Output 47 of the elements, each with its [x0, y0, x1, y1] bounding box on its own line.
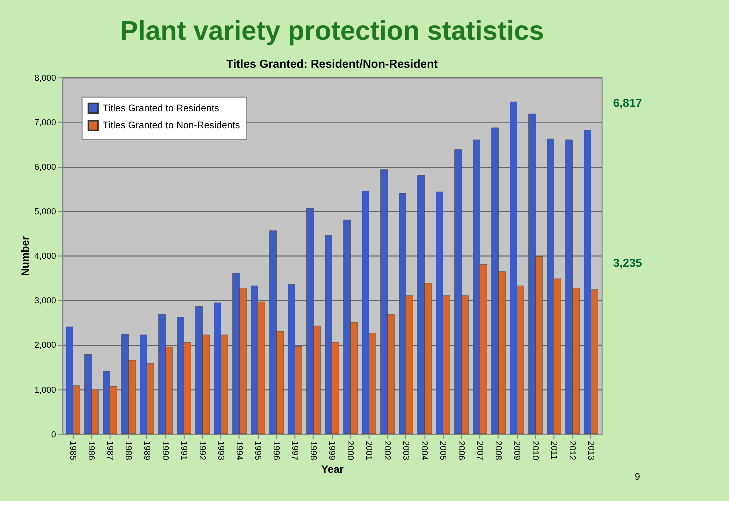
x-tick-label: 2007 [475, 441, 486, 461]
x-tick-label: 1989 [142, 441, 152, 461]
x-tick-label: 2010 [530, 441, 541, 461]
x-tick-label: 2004 [420, 441, 430, 461]
x-tick-label: 1993 [216, 441, 226, 461]
x-tick-label: 1991 [179, 441, 190, 461]
x-tick-label: 1998 [308, 441, 319, 461]
y-tick-label: 4,000 [34, 251, 57, 262]
legend-label: Titles Granted to Non-Residents [103, 120, 240, 132]
x-tick-label: 1990 [160, 441, 171, 461]
x-tick-label: 1985 [68, 441, 78, 461]
chart-title: Plant variety protection statistics [120, 16, 544, 46]
x-tick-label: 1994 [234, 441, 245, 461]
x-tick-label: 2005 [438, 441, 448, 461]
x-tick-label: 2013 [586, 441, 596, 461]
x-tick-label: 1987 [105, 441, 116, 461]
x-tick-label: 2011 [549, 441, 560, 460]
chart-subtitle: Titles Granted: Resident/Non-Resident [226, 59, 438, 72]
x-tick-label: 1992 [198, 441, 208, 461]
y-axis-title: Number [20, 236, 32, 276]
text: 9 [635, 472, 640, 484]
x-tick-label: 1986 [86, 441, 97, 461]
x-tick-label: 1995 [253, 441, 264, 461]
annotation: 6,817 [613, 98, 642, 110]
x-tick-label: 1999 [327, 441, 338, 461]
x-tick-label: 2009 [512, 441, 522, 461]
x-tick-label: 1988 [124, 441, 134, 461]
x-tick-label: 2001 [364, 441, 374, 461]
x-tick-label: 2012 [568, 441, 578, 461]
y-tick-label: 8,000 [34, 73, 57, 84]
x-tick-label: 2003 [401, 441, 412, 461]
x-tick-label: 2006 [456, 441, 467, 461]
x-tick-label: 2000 [346, 441, 356, 461]
x-tick-label: 1996 [272, 441, 282, 461]
y-tick-label: 1,000 [34, 384, 57, 395]
x-tick-label: 2002 [382, 441, 393, 461]
y-tick-label: 5,000 [34, 206, 57, 217]
legend-label: Titles Granted to Residents [103, 103, 220, 114]
y-tick-label: 7,000 [34, 118, 57, 128]
x-tick-label: 2008 [494, 441, 504, 461]
y-tick-label: 0 [52, 429, 57, 440]
annotation: 3,235 [613, 258, 643, 270]
x-axis-title: Year [322, 464, 344, 476]
x-tick-label: 1997 [290, 441, 300, 461]
y-tick-label: 6,000 [34, 162, 57, 172]
y-tick-label: 3,000 [34, 296, 57, 306]
y-tick-label: 2,000 [34, 340, 57, 350]
